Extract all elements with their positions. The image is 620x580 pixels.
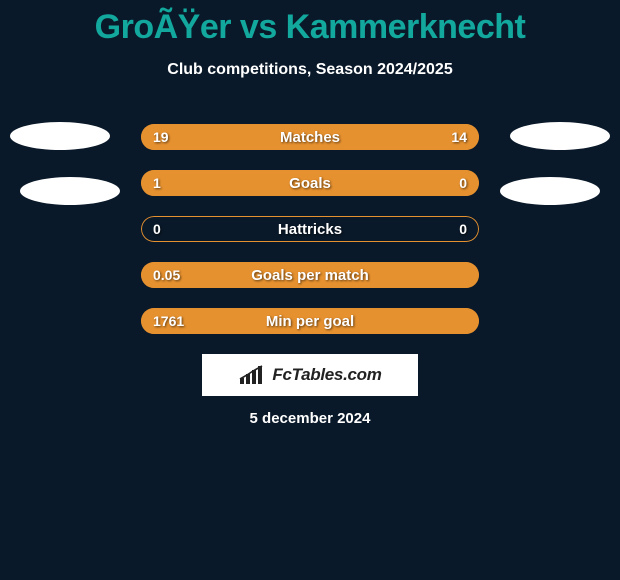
date-text: 5 december 2024 bbox=[0, 410, 620, 427]
page-title: GroÃŸer vs Kammerknecht bbox=[0, 0, 620, 47]
stat-bar-goals-per-match: 0.05Goals per match bbox=[140, 261, 480, 289]
avatar-left-1 bbox=[10, 122, 110, 150]
stat-bar-min-per-goal: 1761Min per goal bbox=[140, 307, 480, 335]
bar-label: Matches bbox=[141, 124, 479, 150]
avatar-right-1 bbox=[510, 122, 610, 150]
logo-chart-icon bbox=[238, 364, 266, 386]
stat-bar-matches: 1914Matches bbox=[140, 123, 480, 151]
stat-bar-goals: 10Goals bbox=[140, 169, 480, 197]
stat-bar-hattricks: 00Hattricks bbox=[140, 215, 480, 243]
avatar-right-2 bbox=[500, 177, 600, 205]
bar-label: Hattricks bbox=[141, 216, 479, 242]
avatar-left-2 bbox=[20, 177, 120, 205]
logo-text: FcTables.com bbox=[272, 365, 381, 385]
logo-box: FcTables.com bbox=[202, 354, 418, 396]
bar-label: Goals bbox=[141, 170, 479, 196]
comparison-bars: 1914Matches 10Goals 00Hattricks 0.05Goals p… bbox=[140, 123, 480, 353]
bar-label: Min per goal bbox=[141, 308, 479, 334]
subtitle: Club competitions, Season 2024/2025 bbox=[0, 61, 620, 79]
bar-label: Goals per match bbox=[141, 262, 479, 288]
